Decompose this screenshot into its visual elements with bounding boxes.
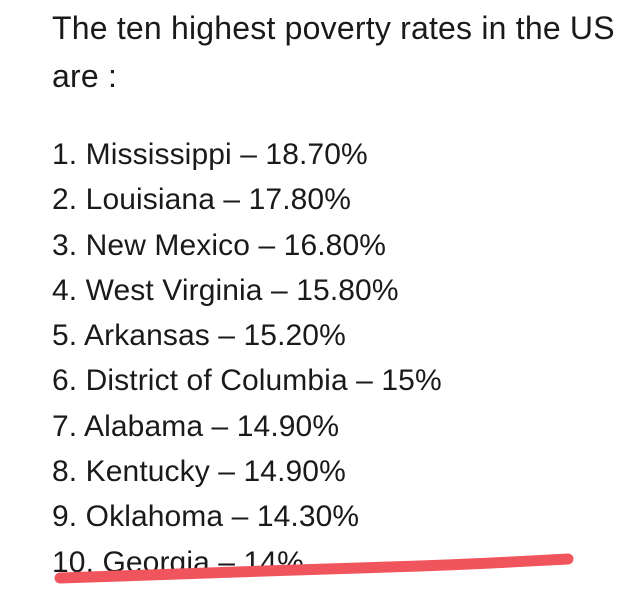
document-body: The ten highest poverty rates in the US …: [52, 4, 632, 579]
list-item: 4. West Virginia – 15.80%: [52, 273, 399, 307]
list-item: 7. Alabama – 14.90%: [52, 409, 340, 443]
list-item: 8. Kentucky – 14.90%: [52, 455, 346, 489]
intro-paragraph: The ten highest poverty rates in the US …: [52, 10, 615, 94]
list-item: 9. Oklahoma – 14.30%: [52, 500, 360, 534]
list-item: 10. Georgia – 14%: [52, 545, 304, 579]
list-item: 3. New Mexico – 16.80%: [52, 228, 387, 262]
list-item: 5. Arkansas – 15.20%: [52, 319, 346, 353]
list-item: 1. Mississippi – 18.70%: [52, 138, 368, 171]
list-item: 6. District of Columbia – 15%: [52, 364, 442, 398]
list-item: 2. Louisiana – 17.80%: [52, 183, 351, 217]
poverty-rate-list: 1. Mississippi – 18.70% 2. Louisiana – 1…: [52, 132, 442, 585]
